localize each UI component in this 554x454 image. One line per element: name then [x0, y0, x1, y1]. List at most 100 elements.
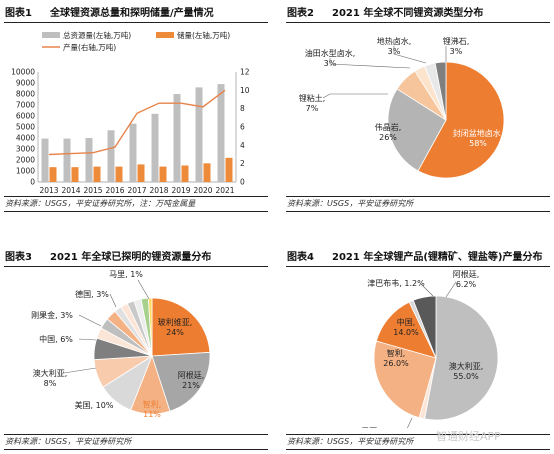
slice-label-value: 55.0% [453, 372, 479, 381]
slice-label-text: 中国, 6% [39, 334, 73, 344]
pie-slice-label: 澳大利亚,55.0% [449, 361, 484, 381]
slice-label-text: 马里, 1% [109, 270, 143, 279]
y-left-tick-label: 6000 [16, 112, 35, 121]
watermark: 智通财经APP [436, 430, 501, 443]
leader-line [420, 283, 434, 297]
y-left-tick-label: 8000 [16, 90, 35, 99]
bar-reserves [159, 166, 167, 182]
y-left-tick-label: 0 [30, 178, 35, 187]
pie-slice-label: 智利,11% [143, 399, 162, 419]
slice-label-text: 巴西, 1.5% [361, 427, 403, 428]
pie-slice-label: 巴西, 1.5% [361, 427, 403, 428]
y-left-tick-label: 2000 [16, 156, 35, 165]
y-right-tick-label: 0 [240, 178, 245, 187]
leader-line [445, 281, 457, 298]
slice-label-name: 锂粘土, [299, 93, 326, 103]
x-tick-label: 2016 [105, 186, 124, 195]
bar-reserves [115, 166, 123, 182]
bar-total-resources [173, 94, 181, 182]
bar-reserves [225, 157, 233, 182]
x-tick-label: 2019 [171, 186, 190, 195]
x-tick-label: 2020 [193, 186, 212, 195]
slice-label-name: 智利, [143, 399, 162, 409]
bar-total-resources [85, 138, 93, 182]
pie-slice-label: 锂沸石,3% [443, 36, 470, 56]
bar-total-resources [151, 113, 159, 182]
pie-slice [424, 295, 499, 421]
figure-source: 资料来源：USGS，平安证券研究所 [286, 196, 550, 212]
figure-header: 图表3 2021 年全球已探明的锂资源量分布 [4, 250, 268, 267]
pie-slice-label: 阿根廷,6.2% [453, 269, 480, 289]
country-resources-pie-chart: 玻利维亚,24% 阿根廷,21% 智利,11% 美国, 10% 澳大利亚,8% 中国, 6… [31, 270, 211, 419]
slice-label-name: 油田水型卤水, [305, 48, 356, 58]
legend-swatch-reserves [156, 32, 174, 38]
y-right-tick-label: 10 [240, 86, 250, 95]
y-right-tick-label: 8 [240, 104, 245, 113]
figure-title: 2021 年全球不同锂资源类型分布 [332, 8, 484, 19]
pie-slice-label: 阿根廷,21% [178, 370, 205, 390]
production-share-pie-chart: 澳大利亚,55.0% 巴西, 1.5% 智利,26.0% 中国,14.0% 津巴布韦, … [361, 269, 499, 428]
bar-reserves [137, 164, 145, 182]
pie-slice-label: 中国,14.0% [393, 317, 419, 337]
pie-slice-label: 美国, 10% [75, 400, 114, 410]
bar-total-resources [107, 130, 115, 182]
bar-reserves [181, 165, 189, 182]
y-left-tick-label: 10000 [11, 68, 35, 77]
slice-label-name: 澳大利亚, [449, 361, 484, 371]
pie-slice [151, 351, 211, 412]
leader-line [322, 93, 388, 99]
figure-header: 图表2 2021 年全球不同锂资源类型分布 [286, 6, 550, 23]
bar-total-resources [41, 138, 49, 182]
slice-label-name: 锂沸石, [443, 36, 470, 46]
y-right-tick-label: 2 [240, 159, 245, 168]
slice-label-text: 德国, 3% [75, 289, 109, 299]
chart-panel-1: 图表1 全球锂资源总量和探明储量/产量情况 总资源量(左轴,万吨) 储量(左轴,万… [4, 6, 268, 216]
x-tick-label: 2021 [215, 186, 234, 195]
slice-label-name: 伟晶岩, [375, 122, 402, 132]
pie-slice-label: 津巴布韦, 1.2% [367, 278, 425, 288]
bar-reserves [71, 167, 79, 182]
leader-line [137, 279, 150, 300]
y-right-tick-label: 4 [240, 141, 245, 150]
leader-line [407, 417, 413, 428]
leader-line [109, 293, 117, 308]
x-tick-label: 2013 [39, 186, 58, 195]
slice-label-name: 澳大利亚, [33, 368, 68, 378]
pie-slice-label: 玻利维亚,24% [158, 317, 193, 337]
slice-label-value: 58% [469, 139, 487, 148]
slice-label-text: 津巴布韦, 1.2% [367, 278, 425, 288]
slice-label-value: 14.0% [393, 328, 419, 337]
legend-label: 产量(右轴,万吨) [63, 42, 116, 52]
pie-slice-label: 锂粘土,7% [299, 93, 326, 113]
y-left-tick-label: 7000 [16, 101, 35, 110]
legend-swatch-total [42, 32, 60, 38]
production-line [48, 89, 226, 156]
slice-label-value: 24% [166, 328, 184, 337]
bar-total-resources [217, 84, 225, 182]
x-tick-label: 2014 [61, 186, 80, 195]
figure-source: 资料来源：USGS，平安证券研究所 [4, 434, 268, 450]
y-right-tick-label: 6 [240, 123, 245, 132]
y-left-tick-label: 9000 [16, 79, 35, 88]
pie-slice-label: 封闭盆地卤水,58% [453, 128, 504, 148]
y-left-tick-label: 5000 [16, 123, 35, 132]
pie-slice-label: 智利,26.0% [383, 348, 409, 368]
bar-total-resources [129, 123, 137, 182]
y-right-tick-label: 12 [240, 68, 250, 77]
pie-slice-label: 澳大利亚,8% [33, 368, 68, 388]
pie-slice-label: 刚果金, 3% [31, 310, 73, 320]
slice-label-text: 刚果金, 3% [31, 310, 73, 320]
legend-label: 储量(左轴,万吨) [177, 30, 230, 40]
figure-label: 图表4 [287, 252, 314, 263]
figure-title: 2021 年全球锂产品(锂精矿、锂盐等)产量分布 [332, 252, 543, 263]
slice-label-value: 7% [306, 104, 319, 113]
slice-label-name: 阿根廷, [178, 370, 205, 380]
pie-slice [151, 297, 211, 357]
chart-panel-2: 图表2 2021 年全球不同锂资源类型分布 封闭盆地卤水, 58% 伟晶岩, 26% 锂… [286, 6, 550, 216]
bar-reserves [93, 166, 101, 182]
slice-label-name: 玻利维亚, [158, 317, 193, 327]
pie-slice-label: 马里, 1% [109, 270, 143, 279]
slice-label-value: 3% [450, 47, 463, 56]
pie-slice-label: 德国, 3% [75, 289, 109, 299]
bar-total-resources [195, 87, 203, 182]
